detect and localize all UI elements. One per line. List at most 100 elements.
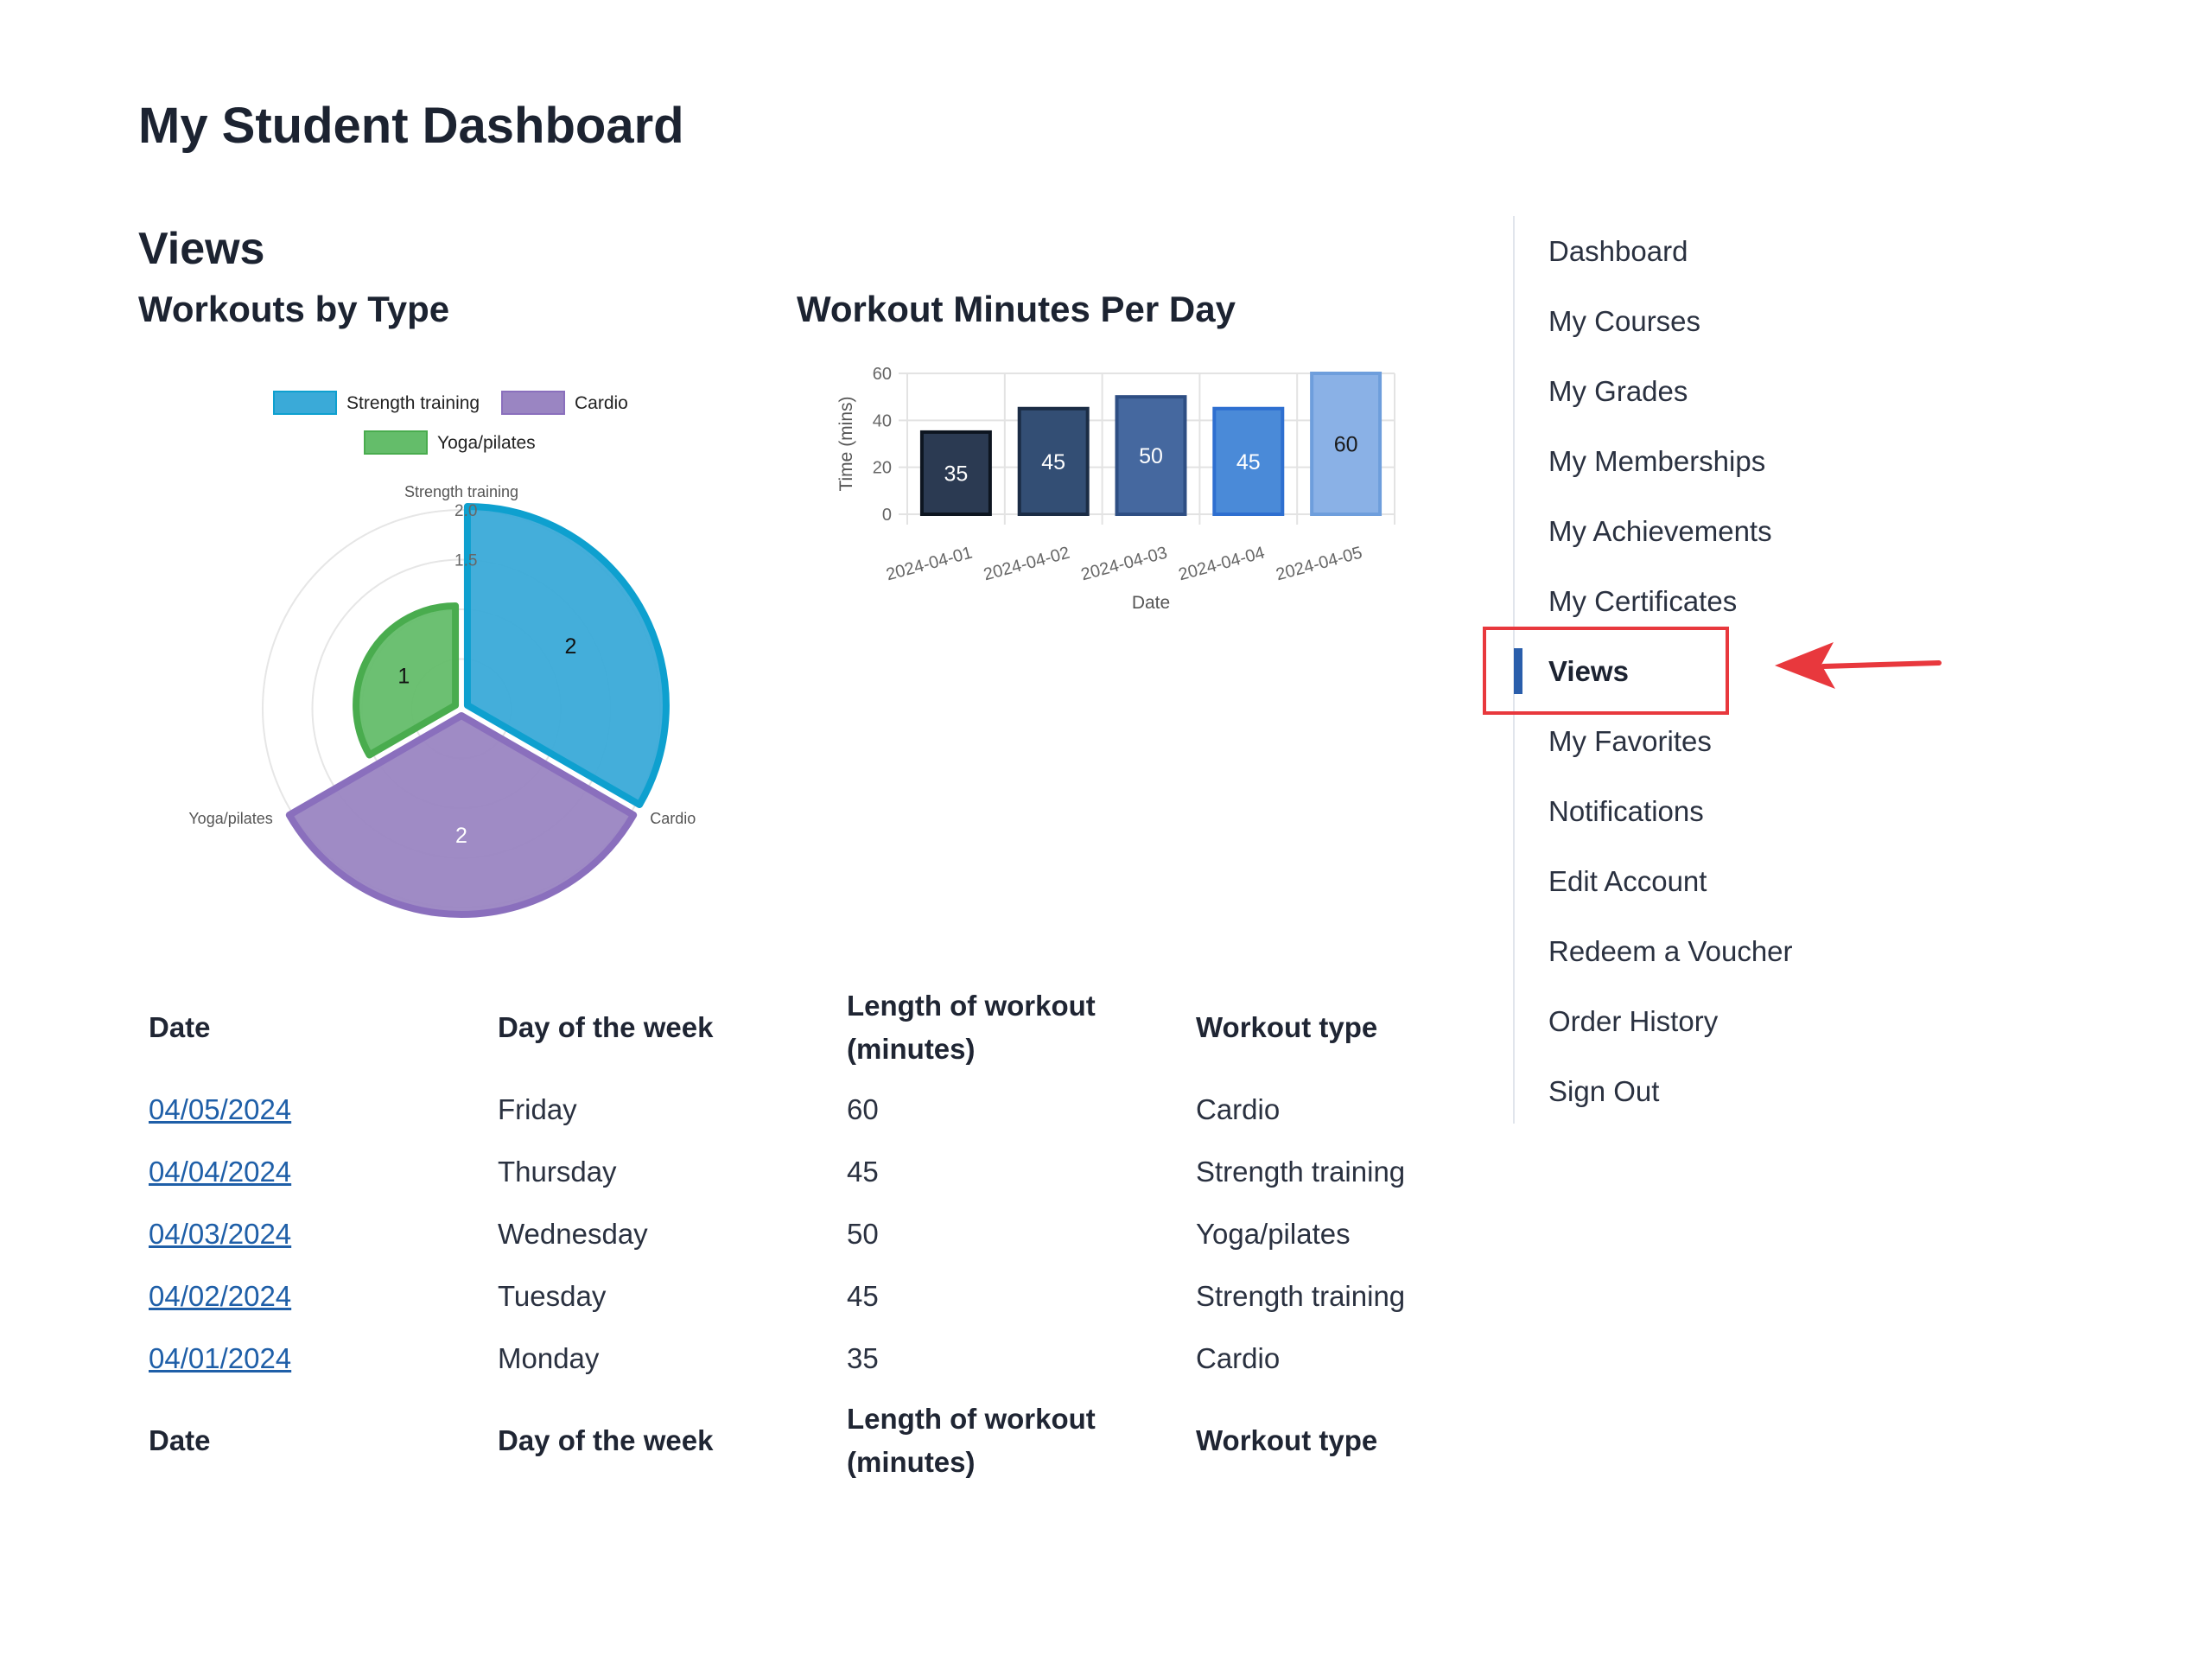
column-header-day: Day of the week (498, 1011, 714, 1043)
length-cell: 60 (847, 1093, 879, 1125)
workouts-table: Date Day of the week Length of workout (… (138, 977, 1452, 1492)
date-cell: 04/05/2024 (138, 1079, 487, 1141)
y-tick-label: 0 (882, 506, 892, 525)
date-link[interactable]: 04/03/2024 (149, 1218, 292, 1250)
bar (1310, 372, 1382, 516)
sector-value-label: 1 (397, 665, 410, 689)
column-footer-day: Day of the week (498, 1424, 714, 1456)
day-cell: Wednesday (498, 1218, 648, 1250)
highlight-box (1483, 627, 1729, 715)
legend-swatch (364, 430, 428, 455)
sidebar-item-my-certificates[interactable]: My Certificates (1548, 585, 1738, 617)
sidebar-item-redeem-voucher[interactable]: Redeem a Voucher (1548, 935, 1793, 967)
date-link[interactable]: 04/02/2024 (149, 1280, 292, 1312)
length-cell: 50 (847, 1218, 879, 1250)
column-footer-length: Length of workout (minutes) (847, 1403, 1096, 1478)
column-footer-type: Workout type (1196, 1424, 1378, 1456)
sidebar-item-dashboard[interactable]: Dashboard (1548, 235, 1688, 267)
sector-value-label: 2 (564, 634, 576, 659)
sidebar-item-sign-out[interactable]: Sign Out (1548, 1075, 1660, 1107)
bar-value-label: 45 (1236, 450, 1261, 474)
column-header-date: Date (149, 1011, 211, 1043)
sidebar-item-my-courses[interactable]: My Courses (1548, 305, 1701, 337)
y-axis-title: Time (mins) (836, 396, 856, 491)
date-cell: 04/03/2024 (138, 1203, 487, 1265)
date-cell: 04/02/2024 (138, 1265, 487, 1328)
legend-swatch (273, 391, 337, 415)
sidebar-item-my-memberships[interactable]: My Memberships (1548, 445, 1766, 477)
x-tick-label: 2024-04-02 (982, 544, 1072, 585)
table-row: 04/04/2024 Thursday 45 Strength training (138, 1141, 1452, 1203)
point-label: Yoga/pilates (188, 810, 272, 827)
date-link[interactable]: 04/01/2024 (149, 1342, 292, 1374)
legend-label: Cardio (575, 393, 628, 413)
x-tick-label: 2024-04-01 (884, 544, 975, 585)
table-header-row: Date Day of the week Length of workout (… (138, 977, 1452, 1079)
section-title: Views (138, 224, 265, 274)
y-tick-label: 60 (873, 365, 892, 384)
type-cell: Yoga/pilates (1196, 1218, 1351, 1250)
bar (1212, 406, 1285, 516)
table-row: 04/02/2024 Tuesday 45 Strength training (138, 1265, 1452, 1328)
table-row: 04/05/2024 Friday 60 Cardio (138, 1079, 1452, 1141)
table-row: 04/03/2024 Wednesday 50 Yoga/pilates (138, 1203, 1452, 1265)
column-header-length: Length of workout (minutes) (847, 990, 1096, 1065)
y-tick-label: 20 (873, 459, 892, 478)
polar-sector (353, 602, 460, 759)
bar-value-label: 45 (1041, 450, 1065, 474)
sidebar-item-views[interactable]: Views (1514, 636, 1946, 706)
table-row: 04/01/2024 Monday 35 Cardio (138, 1328, 1452, 1390)
date-link[interactable]: 04/05/2024 (149, 1093, 292, 1125)
type-cell: Cardio (1196, 1093, 1281, 1125)
point-label: Strength training (404, 483, 518, 500)
column-footer-date: Date (149, 1424, 211, 1456)
length-cell: 45 (847, 1156, 879, 1188)
sector-value-label: 2 (455, 824, 467, 848)
bar-chart-title: Workout Minutes Per Day (797, 289, 1236, 329)
sidebar-item-edit-account[interactable]: Edit Account (1548, 865, 1707, 897)
date-cell: 04/04/2024 (138, 1141, 487, 1203)
polar-sector (285, 712, 638, 918)
length-cell: 35 (847, 1342, 879, 1374)
table-footer-row: Date Day of the week Length of workout (… (138, 1390, 1452, 1492)
sidebar-item-my-favorites[interactable]: My Favorites (1548, 725, 1712, 757)
type-cell: Strength training (1196, 1156, 1406, 1188)
point-label: Cardio (650, 810, 696, 827)
bar (1115, 395, 1187, 516)
bar (1017, 406, 1090, 516)
page-title: My Student Dashboard (138, 98, 684, 154)
day-cell: Thursday (498, 1156, 617, 1188)
date-link[interactable]: 04/04/2024 (149, 1156, 292, 1188)
x-tick-label: 2024-04-04 (1177, 544, 1268, 585)
account-sidebar: Dashboard My Courses My Grades My Member… (1514, 216, 1946, 1126)
column-header-type: Workout type (1196, 1011, 1378, 1043)
x-axis-title: Date (1132, 593, 1170, 613)
radial-tick-label: 2.0 (454, 502, 477, 520)
day-cell: Monday (498, 1342, 600, 1374)
bar-value-label: 50 (1139, 444, 1163, 468)
legend-label: Strength training (346, 393, 480, 413)
x-tick-label: 2024-04-05 (1274, 544, 1364, 585)
type-cell: Cardio (1196, 1342, 1281, 1374)
x-tick-label: 2024-04-03 (1079, 544, 1170, 585)
sidebar-item-my-achievements[interactable]: My Achievements (1548, 515, 1772, 547)
workout-minutes-chart: 0 20 40 60 35 2024-04-01 45 2024-04-02 50 2024-04… (804, 346, 1426, 631)
polar-area-chart: Strength training Cardio Yoga/pilates 2 2 1 2.… (188, 391, 696, 918)
day-cell: Tuesday (498, 1280, 607, 1312)
length-cell: 45 (847, 1280, 879, 1312)
date-cell: 04/01/2024 (138, 1328, 487, 1390)
sidebar-item-notifications[interactable]: Notifications (1548, 795, 1704, 827)
sidebar-item-order-history[interactable]: Order History (1548, 1005, 1719, 1037)
radial-tick-label: 1.5 (454, 552, 477, 570)
legend-label: Yoga/pilates (437, 433, 536, 453)
bar-chart: 0 20 40 60 35 2024-04-01 45 2024-04-02 50 2024-04… (836, 365, 1395, 613)
type-cell: Strength training (1196, 1280, 1406, 1312)
y-tick-label: 40 (873, 411, 892, 430)
polar-chart-title: Workouts by Type (138, 289, 450, 329)
day-cell: Friday (498, 1093, 577, 1125)
legend-swatch (501, 391, 565, 415)
bar (919, 430, 992, 516)
sidebar-item-my-grades[interactable]: My Grades (1548, 375, 1688, 407)
bar-value-label: 60 (1334, 433, 1358, 457)
bar-value-label: 35 (944, 462, 968, 486)
